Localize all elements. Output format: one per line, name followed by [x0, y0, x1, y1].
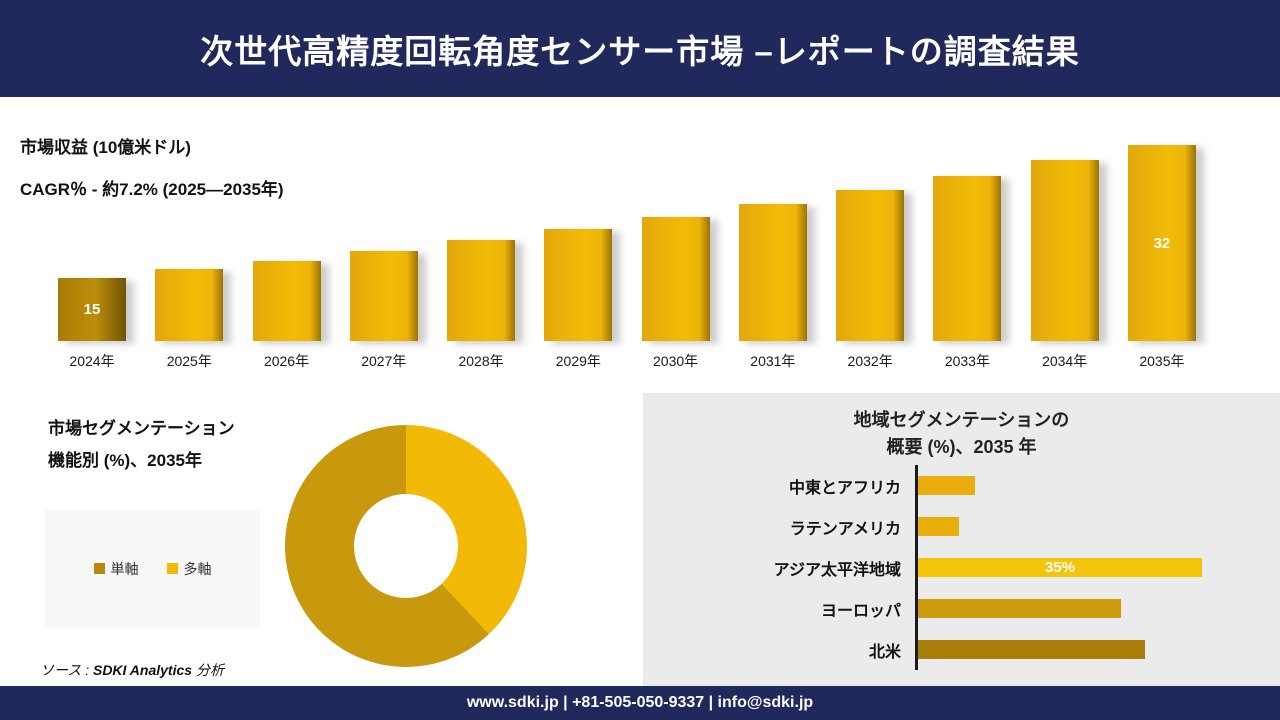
regional-title-line2: 概要 (%)、2035 年 [886, 437, 1037, 457]
revenue-bar-slot: 2030年 [641, 217, 710, 369]
regional-bar-area [915, 506, 1270, 547]
regional-title-line1: 地域セグメンテーションの [853, 410, 1070, 430]
source-suffix: 分析 [192, 662, 224, 678]
source-brand: SDKI Analytics [92, 662, 193, 678]
revenue-bar: 15 [58, 278, 126, 341]
regional-bar [918, 517, 959, 536]
legend-label: 単軸 [110, 560, 139, 577]
x-axis-tick-label: 2025年 [166, 353, 212, 369]
x-axis-tick-label: 2033年 [944, 353, 990, 369]
revenue-bar [836, 190, 905, 341]
revenue-bar-slot: 2025年 [155, 269, 224, 369]
regional-bar [918, 476, 975, 495]
segmentation-panel: 市場セグメンテーション 機能別 (%)、2035年 単軸 多軸 ソース : SD… [0, 393, 643, 686]
footer-contact: www.sdki.jp | +81-505-050-9337 | info@sd… [466, 694, 814, 711]
source-prefix: ソース : [40, 662, 93, 678]
revenue-bar [641, 217, 710, 341]
revenue-bar-slot: 2027年 [349, 251, 418, 369]
revenue-cagr-label: CAGR％ - 約7.2% (2025―2035年) [20, 180, 284, 199]
regional-bar-area [915, 588, 1270, 629]
regional-category-label: 中東とアフリカ [788, 479, 901, 497]
x-axis-tick-label: 2035年 [1139, 353, 1185, 369]
donut-legend: 単軸 多軸 [45, 510, 260, 627]
x-axis-tick-label: 2029年 [555, 353, 601, 369]
regional-category-label: ヨーロッパ [820, 602, 901, 620]
revenue-bar-slot: 2029年 [544, 229, 613, 369]
bottom-panels: 市場セグメンテーション 機能別 (%)、2035年 単軸 多軸 ソース : SD… [0, 393, 1280, 686]
segmentation-title-line2: 機能別 (%)、2035年 [48, 451, 202, 471]
x-axis-tick-label: 2026年 [263, 353, 310, 369]
legend-swatch [93, 563, 105, 574]
regional-category-label: アジア太平洋地域 [773, 561, 901, 579]
regional-row: ラテンアメリカ [653, 506, 1270, 547]
revenue-bar-slot: 2031年 [738, 204, 807, 369]
revenue-bar [738, 204, 807, 341]
x-axis-tick-label: 2030年 [653, 353, 699, 369]
x-axis-tick-label: 2034年 [1042, 353, 1088, 369]
revenue-bar [544, 229, 613, 341]
x-axis-tick-label: 2028年 [458, 353, 504, 369]
source-note: ソース : SDKI Analytics 分析 [40, 660, 224, 680]
regional-category-label: ラテンアメリカ [789, 520, 901, 538]
revenue-bar-slot: 2026年 [252, 261, 321, 369]
revenue-bar-slot: 32 2035年 [1127, 145, 1196, 369]
bar-value-label: 32 [1153, 234, 1171, 252]
legend-label: 多軸 [183, 560, 212, 577]
revenue-bars: 15 2024年 2025年 2026年 2027年 2028年 2029年 2030年 203… [58, 145, 1196, 369]
revenue-bar [933, 176, 1002, 341]
legend-item: 多軸 [166, 559, 212, 579]
donut-chart [285, 425, 527, 667]
revenue-bar: 32 [1127, 145, 1196, 341]
regional-bar [918, 599, 1121, 618]
legend-swatch [166, 563, 178, 574]
revenue-bar [349, 251, 418, 341]
footer-banner: www.sdki.jp | +81-505-050-9337 | info@sd… [0, 686, 1280, 720]
segmentation-title-line1: 市場セグメンテーション [48, 419, 235, 438]
regional-row: アジア太平洋地域 35% [653, 547, 1270, 588]
regional-bar-area [915, 629, 1270, 670]
x-axis-tick-label: 2032年 [847, 353, 893, 369]
revenue-bar-slot: 2032年 [836, 190, 905, 369]
revenue-bar [447, 240, 516, 341]
regional-bar-area [915, 465, 1270, 506]
revenue-metric-label: 市場収益 (10億米ドル) [20, 138, 191, 157]
x-axis-tick-label: 2031年 [750, 353, 796, 369]
regional-title: 地域セグメンテーションの 概要 (%)、2035 年 [643, 407, 1280, 461]
regional-bar: 35% [918, 558, 1202, 577]
revenue-bar-slot: 2028年 [447, 240, 516, 369]
bar-value-label: 15 [83, 301, 101, 318]
segmentation-title: 市場セグメンテーション 機能別 (%)、2035年 [48, 413, 235, 478]
regional-bar [918, 640, 1145, 659]
revenue-chart-section: 市場収益 (10億米ドル) CAGR％ - 約7.2% (2025―2035年)… [0, 97, 1280, 393]
regional-category-label: 北米 [868, 643, 901, 661]
revenue-bar [155, 269, 224, 341]
header-banner: 次世代高精度回転角度センサー市場 –レポートの調査結果 [0, 0, 1280, 97]
legend-item: 単軸 [93, 559, 139, 579]
regional-panel: 地域セグメンテーションの 概要 (%)、2035 年 中東とアフリカ ラテンアメリ… [643, 393, 1280, 686]
revenue-bar-slot: 2033年 [933, 176, 1002, 369]
x-axis-tick-label: 2024年 [69, 353, 115, 369]
revenue-bar-slot: 15 2024年 [58, 278, 126, 369]
revenue-bar [252, 261, 321, 341]
regional-bar-area: 35% [915, 547, 1270, 588]
x-axis-tick-label: 2027年 [361, 353, 407, 369]
regional-row: ヨーロッパ [653, 588, 1270, 629]
regional-row: 北米 [653, 629, 1270, 670]
bar-value-label: 35% [1044, 559, 1076, 576]
page-title: 次世代高精度回転角度センサー市場 –レポートの調査結果 [200, 32, 1080, 70]
revenue-bar [1030, 160, 1099, 341]
revenue-bar-slot: 2034年 [1030, 160, 1099, 369]
regional-row: 中東とアフリカ [653, 465, 1270, 506]
regional-bars: 中東とアフリカ ラテンアメリカアジア太平洋地域 35% ヨーロッパ北米 [653, 465, 1270, 670]
